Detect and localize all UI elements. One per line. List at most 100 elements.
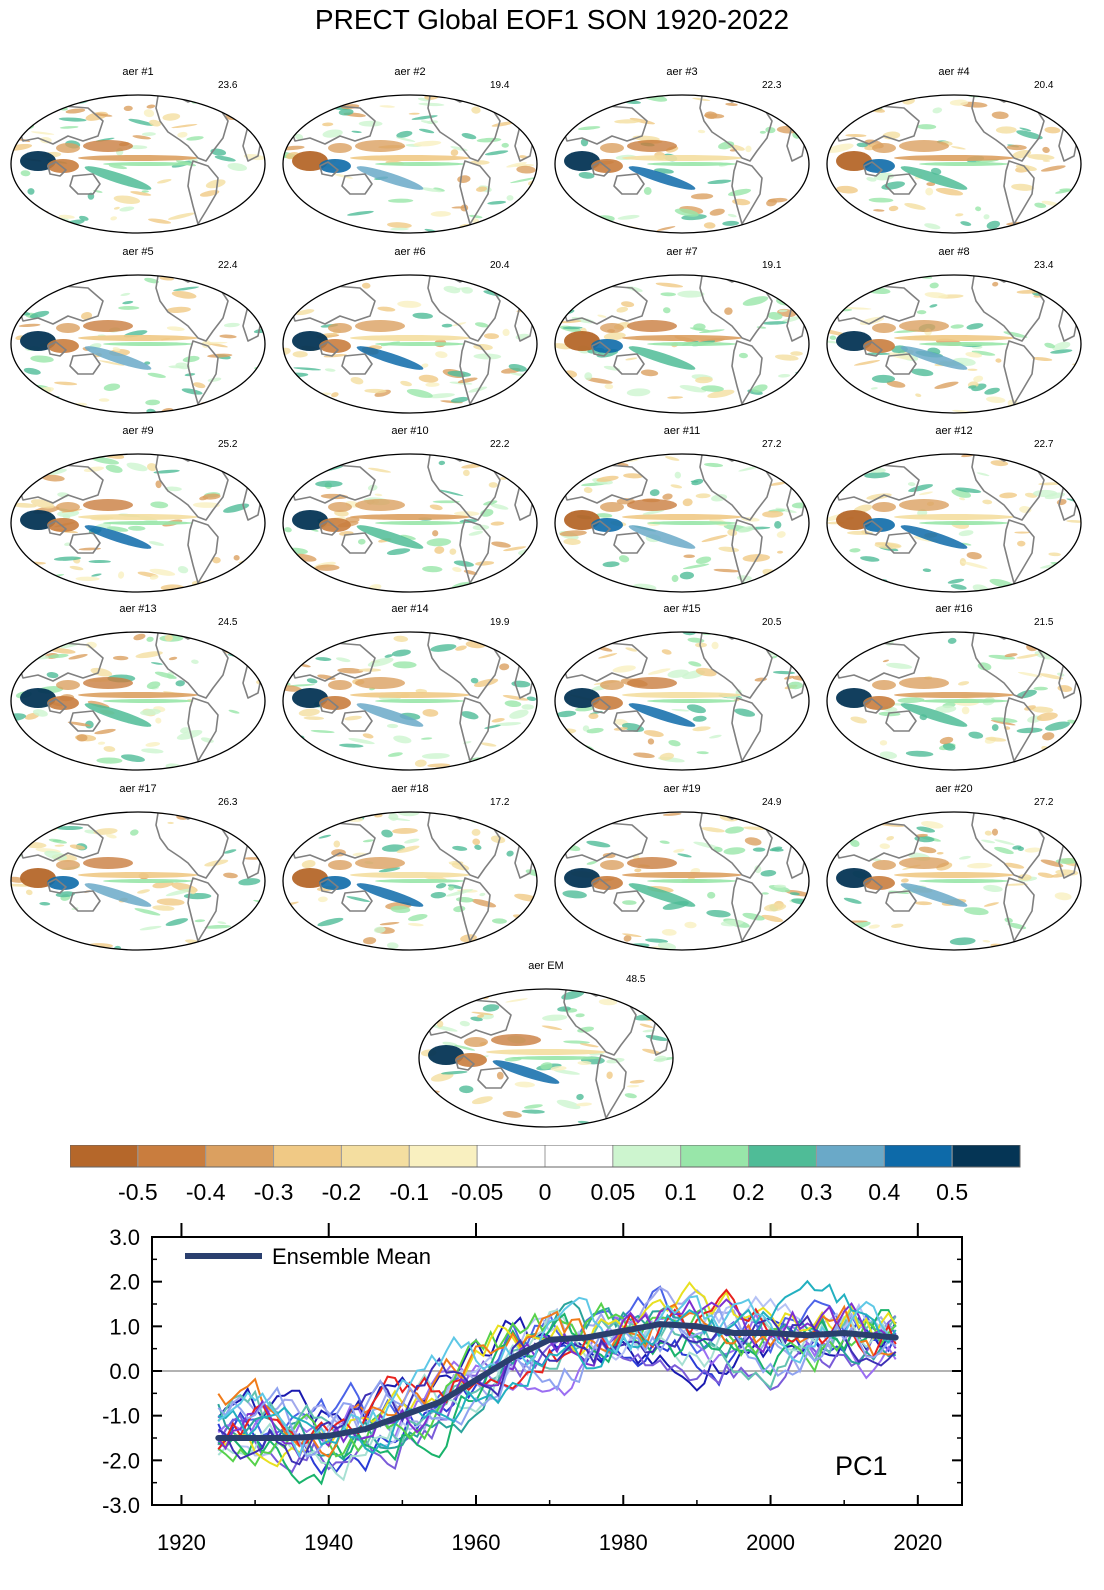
map-field xyxy=(827,454,1081,592)
coastline xyxy=(319,878,339,894)
coastline xyxy=(863,341,883,357)
map-field xyxy=(283,632,537,770)
panel-variance: 22.3 xyxy=(762,80,782,91)
coastline xyxy=(459,697,491,762)
coastline xyxy=(1003,160,1035,225)
map-border xyxy=(826,94,1082,234)
pc1-timeseries-chart: -3.0 -2.0 -1.0 0.0 1.0 2.0 3.0 1920 1940 1960 1980… xyxy=(102,1223,963,1555)
map-svg xyxy=(282,453,538,593)
coastline xyxy=(459,519,491,584)
colorbar-swatch xyxy=(748,1144,817,1168)
panel-variance: 22.2 xyxy=(490,439,510,450)
panel-title: aer #7 xyxy=(666,246,698,258)
coastline xyxy=(47,161,67,177)
map-panel: aer #20 27.2 xyxy=(824,783,1084,953)
panel-variance: 21.5 xyxy=(1034,617,1054,628)
coastline xyxy=(885,532,917,554)
x-tick-label: 2020 xyxy=(893,1530,942,1555)
panel-title: aer #10 xyxy=(391,425,429,437)
colorbar-swatch xyxy=(205,1144,275,1168)
coastline xyxy=(1003,519,1035,584)
map-svg xyxy=(282,94,538,234)
coastline xyxy=(1003,697,1035,762)
coastline xyxy=(341,710,373,732)
coastline xyxy=(69,532,101,554)
panel-variance: 20.5 xyxy=(762,617,782,628)
coastline xyxy=(69,353,101,375)
map-border xyxy=(282,274,538,414)
map-border xyxy=(10,274,266,414)
coastline xyxy=(613,173,645,195)
legend-label: Ensemble Mean xyxy=(272,1244,431,1269)
panel-variance: 19.9 xyxy=(490,617,510,628)
colorbar-label: 0 xyxy=(539,1179,552,1205)
panel-title: aer #16 xyxy=(935,603,973,615)
map-panel: aer #15 20.5 xyxy=(552,603,812,773)
panel-title: aer #20 xyxy=(935,783,973,795)
map-panel: aer #6 20.4 xyxy=(280,246,540,416)
coastline xyxy=(731,340,763,405)
map-panel: aer #13 24.5 xyxy=(8,603,268,773)
map-panel: aer #10 22.2 xyxy=(280,425,540,595)
map-svg xyxy=(554,274,810,414)
panel-title: aer #14 xyxy=(391,603,429,615)
coastline xyxy=(459,877,491,942)
map-border xyxy=(282,453,538,593)
colorbar-swatch xyxy=(273,1144,342,1168)
colorbar-label: -0.4 xyxy=(186,1179,226,1205)
map-border xyxy=(826,274,1082,414)
coastline xyxy=(731,877,763,942)
coastline xyxy=(591,878,611,894)
panel-variance: 25.2 xyxy=(218,439,238,450)
colorbar-label: 0.3 xyxy=(800,1179,832,1205)
coastline xyxy=(459,340,491,405)
map-field xyxy=(555,632,809,770)
colorbar-swatch xyxy=(680,1144,750,1168)
coastline xyxy=(69,710,101,732)
coastline xyxy=(455,1055,475,1071)
panel-title: aer #11 xyxy=(663,425,701,437)
colorbar-label: -0.05 xyxy=(451,1179,503,1205)
coastline xyxy=(187,340,219,405)
map-field xyxy=(555,275,809,413)
panel-variance: 24.9 xyxy=(762,797,782,808)
coastline xyxy=(591,520,611,536)
map-field xyxy=(283,812,537,950)
map-border xyxy=(282,94,538,234)
map-panel: aer #19 24.9 xyxy=(552,783,812,953)
panel-variance: 19.1 xyxy=(762,260,782,271)
colorbar: -0.5 -0.4 -0.3 -0.2 -0.1 -0.05 0 0.05 0.1 0.2 0.3 0… xyxy=(69,1144,1030,1215)
coastline xyxy=(187,160,219,225)
colorbar-label: 0.5 xyxy=(936,1179,968,1205)
map-field xyxy=(283,454,537,592)
coastline xyxy=(885,890,917,912)
coastline xyxy=(1003,340,1035,405)
map-svg xyxy=(554,94,810,234)
map-svg xyxy=(10,274,266,414)
coastline xyxy=(613,890,645,912)
coastline xyxy=(47,341,67,357)
map-svg xyxy=(282,811,538,951)
map-panel: aer #14 19.9 xyxy=(280,603,540,773)
figure-title: PRECT Global EOF1 SON 1920-2022 xyxy=(314,4,790,35)
panel-variance: 26.3 xyxy=(218,797,238,808)
coastline xyxy=(613,353,645,375)
panel-title: aer #5 xyxy=(122,246,154,258)
y-tick-label: 1.0 xyxy=(109,1314,140,1339)
colorbar-label: 0.05 xyxy=(590,1179,635,1205)
map-border xyxy=(282,811,538,951)
x-tick-label: 1960 xyxy=(452,1530,501,1555)
y-tick-label: 0.0 xyxy=(109,1359,140,1384)
coastline xyxy=(595,1054,627,1119)
colorbar-swatch xyxy=(612,1144,682,1168)
map-panel: aer #12 22.7 xyxy=(824,425,1084,595)
map-svg xyxy=(554,811,810,951)
panel-variance: 20.4 xyxy=(490,260,510,271)
panel-title: aer #6 xyxy=(394,246,426,258)
chart-title: PC1 xyxy=(835,1451,888,1481)
panel-variance: 48.5 xyxy=(626,974,646,985)
map-panel: aer EM 48.5 xyxy=(416,960,676,1130)
coastline xyxy=(187,697,219,762)
coastline xyxy=(341,353,373,375)
coastline xyxy=(187,877,219,942)
